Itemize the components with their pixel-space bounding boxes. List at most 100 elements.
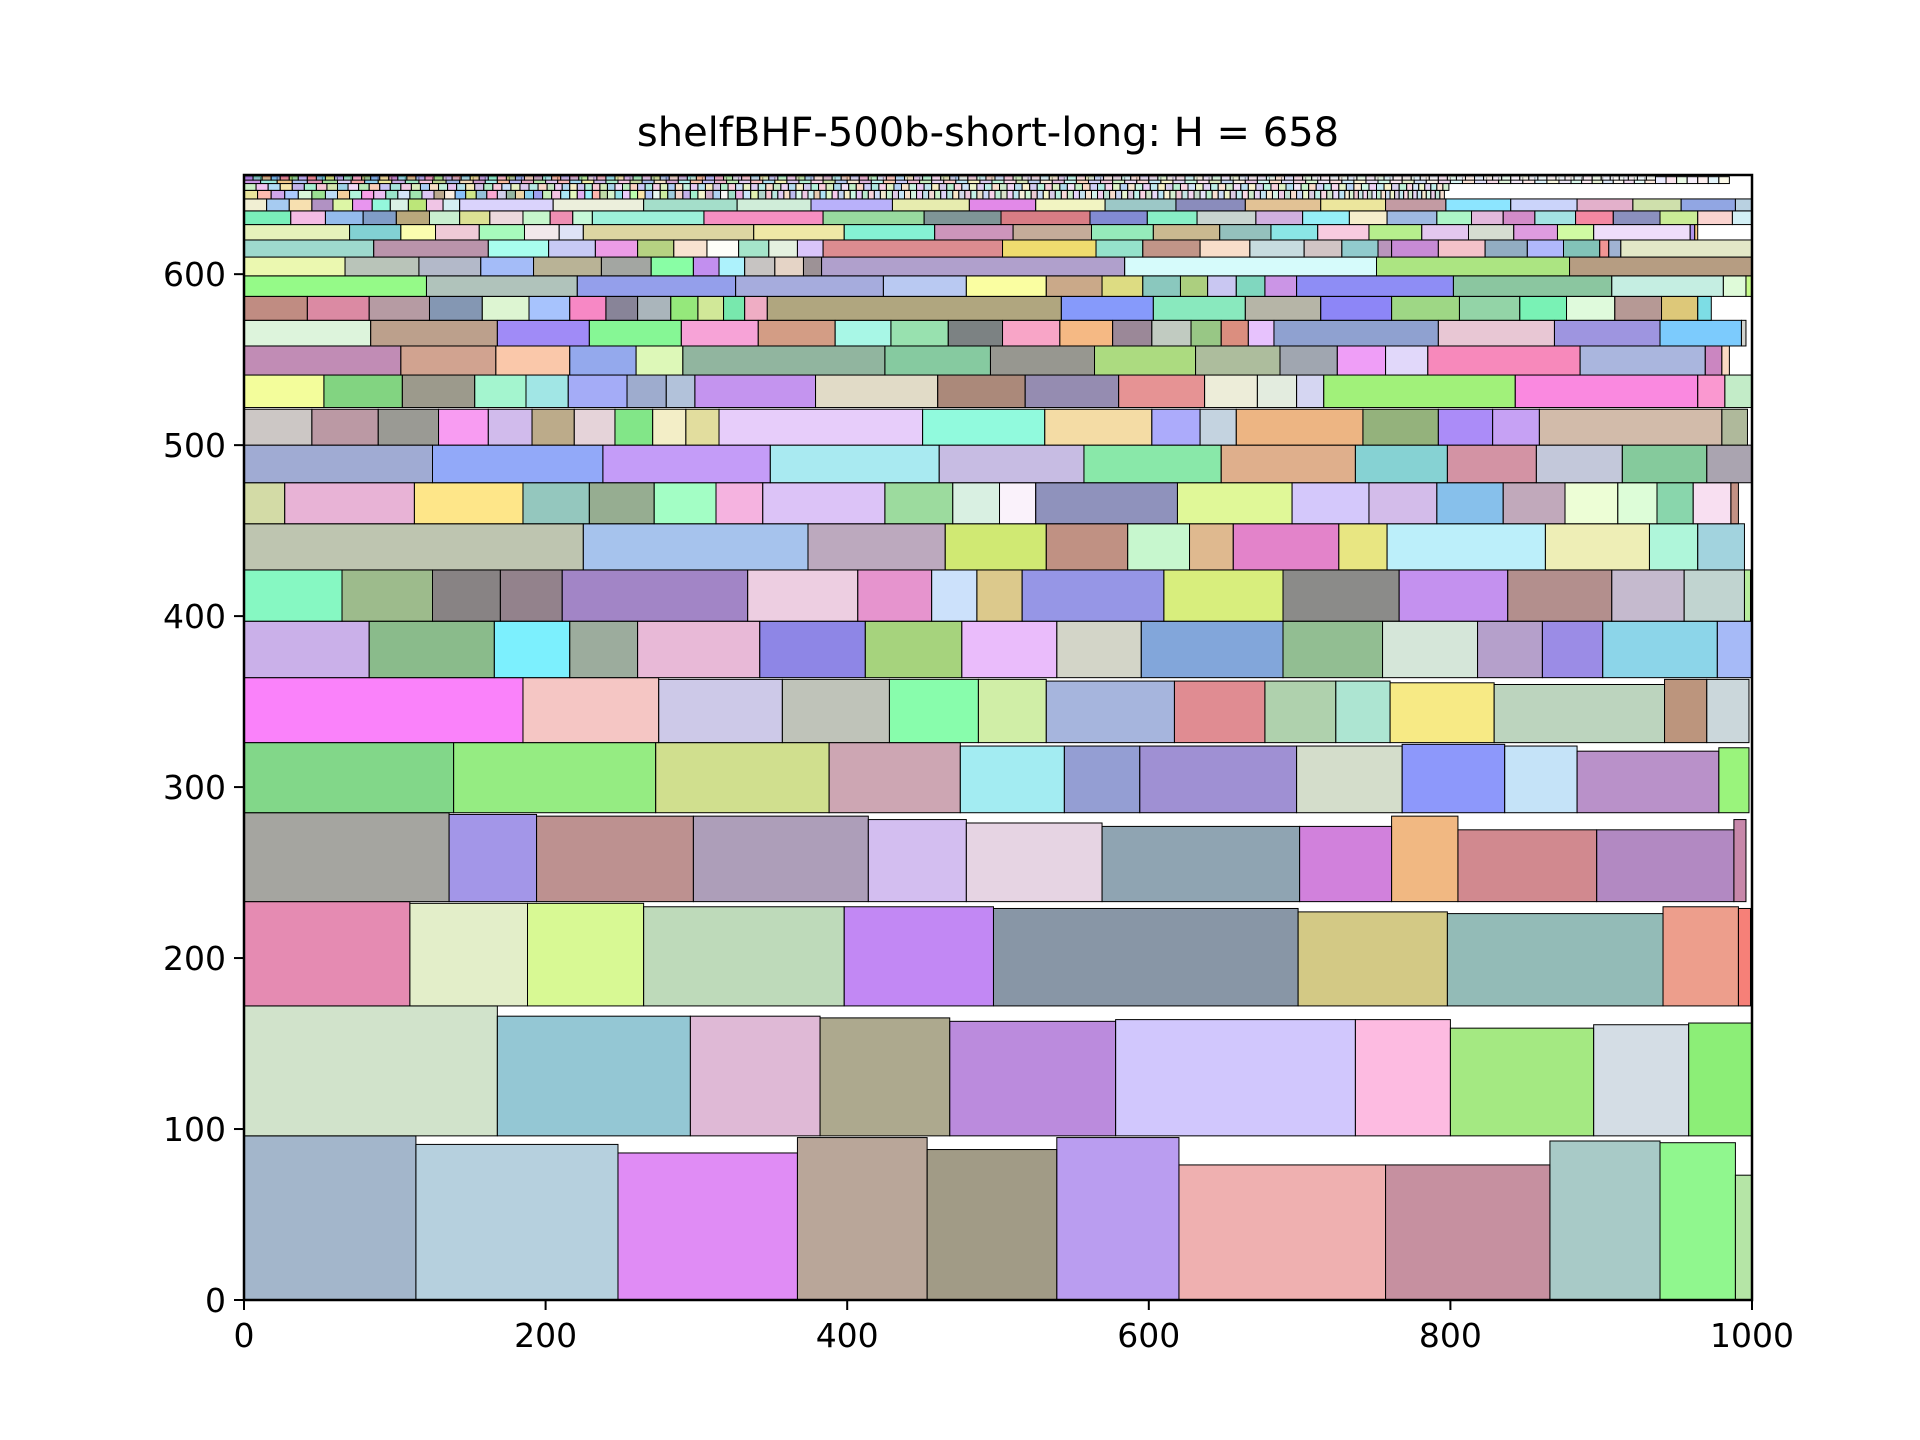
packed-rect (652, 408, 687, 446)
packed-rect (1090, 189, 1099, 200)
packed-rect (371, 198, 391, 212)
packed-rect (243, 620, 370, 679)
packed-rect (769, 444, 940, 484)
packed-rect (643, 198, 738, 212)
packed-rect (1323, 374, 1516, 409)
packed-rect (1380, 189, 1387, 200)
packed-rect (243, 408, 313, 446)
packed-rect (599, 189, 608, 200)
packed-rect (1330, 183, 1340, 191)
packed-rect (1045, 680, 1175, 744)
packed-rect (1446, 444, 1537, 484)
packed-rect (1002, 239, 1097, 258)
packed-rect (1029, 183, 1038, 191)
packed-rect (1376, 256, 1571, 277)
packed-rect (697, 295, 725, 321)
packed-rect (659, 189, 669, 200)
packed-rect (706, 239, 740, 258)
packed-rect (1139, 189, 1147, 200)
packed-rect (976, 189, 984, 200)
packed-rect (727, 189, 737, 200)
packed-rect (867, 189, 875, 200)
packed-rect (982, 189, 990, 200)
packed-rect (1024, 189, 1032, 200)
packed-rect (768, 239, 798, 258)
packed-rect (614, 189, 624, 200)
packed-rect (712, 189, 722, 200)
packed-rect (368, 620, 495, 679)
packed-rect (1493, 683, 1666, 744)
packed-rect (1446, 913, 1664, 1007)
packed-rect (1142, 275, 1181, 297)
packed-rect (908, 183, 918, 191)
packed-rect (1146, 210, 1198, 226)
packed-rect (336, 183, 349, 191)
packed-rect (659, 183, 669, 191)
y-tick-label: 200 (163, 939, 226, 978)
packed-rect (1366, 189, 1373, 200)
packed-rect (409, 189, 423, 200)
packed-rect (1436, 183, 1444, 191)
packed-rect (1249, 239, 1305, 258)
packed-rect (505, 189, 516, 200)
packed-rect (670, 295, 699, 321)
packed-rect (558, 224, 584, 241)
packed-rect (629, 189, 639, 200)
packed-rect (1442, 183, 1450, 191)
packed-rect (487, 408, 533, 446)
packed-rect (1225, 183, 1234, 191)
packed-rect (361, 189, 375, 200)
packed-rect (1362, 408, 1439, 446)
packed-rect (567, 374, 628, 409)
packed-rect (757, 319, 836, 347)
packed-rect (523, 189, 535, 200)
packed-rect (1320, 198, 1387, 212)
packed-rect (655, 742, 830, 814)
packed-rect (753, 224, 845, 241)
packed-rect (1449, 1027, 1595, 1137)
packed-rect (781, 678, 890, 744)
packed-rect (813, 189, 821, 200)
packed-rect (1089, 183, 1099, 191)
packed-rect (622, 189, 631, 200)
packed-rect (1437, 319, 1555, 347)
packed-rect (1090, 224, 1154, 241)
packed-rect (855, 183, 865, 191)
packed-rect (1535, 444, 1623, 484)
packed-rectangles (243, 174, 1753, 1301)
packed-rect (1112, 319, 1153, 347)
packed-rect (1253, 189, 1261, 200)
packed-rect (1220, 319, 1249, 347)
packed-rect (433, 189, 446, 200)
packed-rect (1164, 183, 1174, 191)
packed-rect (444, 189, 456, 200)
packed-rect (569, 620, 639, 679)
packed-rect (780, 183, 789, 191)
packed-rect (362, 210, 397, 226)
packed-rect (682, 183, 691, 191)
packed-rect (849, 189, 857, 200)
packed-rect (795, 189, 803, 200)
packed-rect (822, 239, 1004, 258)
packed-rect (762, 482, 886, 525)
packed-rect (1018, 189, 1026, 200)
packed-rect (257, 189, 272, 200)
packed-rect (1112, 183, 1121, 191)
packed-rect (1045, 523, 1129, 571)
packed-rect (425, 198, 444, 212)
packed-rect (840, 183, 850, 191)
packed-rect (1293, 183, 1302, 191)
packed-rect (884, 345, 991, 376)
packed-rect (680, 319, 759, 347)
packed-rect (992, 907, 1299, 1007)
packed-rect (606, 189, 616, 200)
packed-rect (833, 183, 842, 191)
packed-rect (1338, 183, 1347, 191)
packed-rect (736, 198, 812, 212)
packed-rect (1430, 189, 1436, 200)
packed-rect (1074, 183, 1083, 191)
packed-rect (704, 189, 714, 200)
packed-rect (1345, 183, 1355, 191)
packed-rect (1391, 295, 1460, 321)
packed-rect (1648, 523, 1699, 571)
